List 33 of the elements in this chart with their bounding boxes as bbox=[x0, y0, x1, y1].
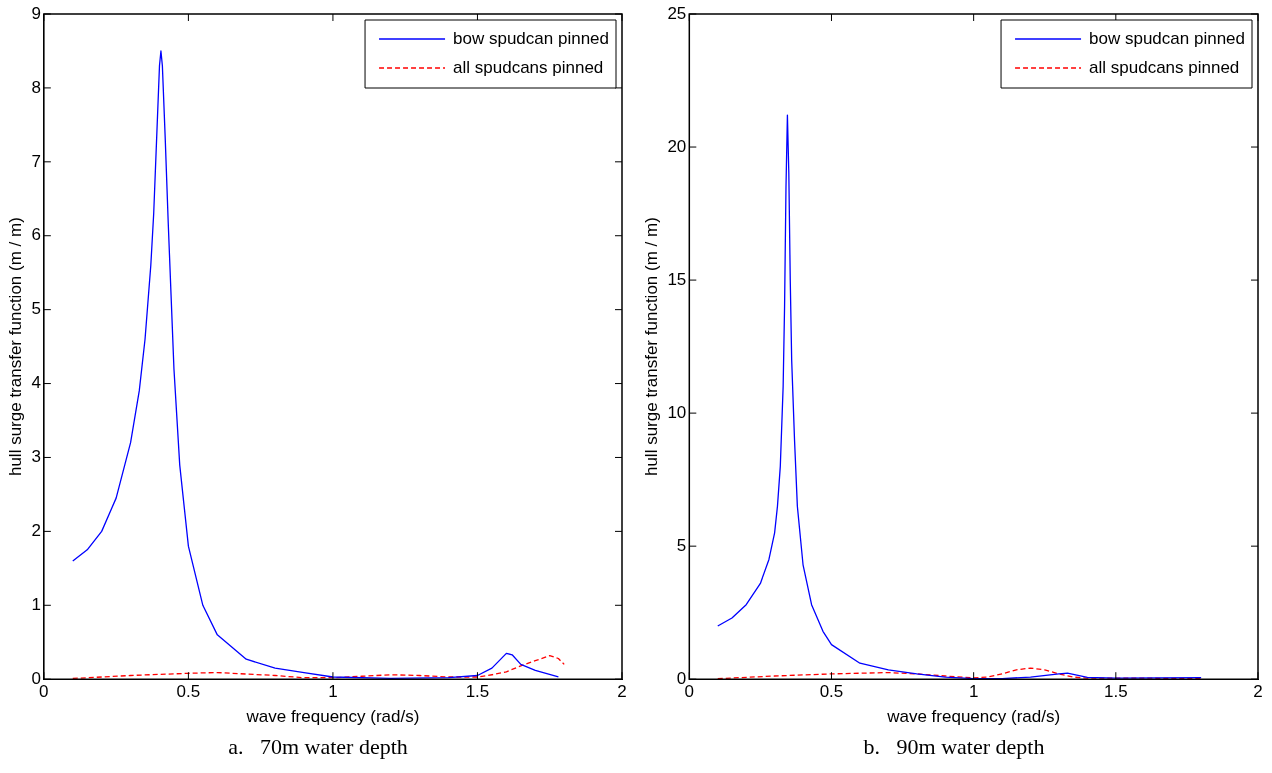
legend-label: bow spudcan pinned bbox=[1089, 28, 1246, 48]
y-tick-label: 0 bbox=[31, 668, 41, 688]
y-axis-title: hull surge transfer function (m / m) bbox=[641, 217, 661, 477]
x-tick-label: 1 bbox=[968, 682, 979, 702]
y-tick-label: 9 bbox=[31, 3, 41, 23]
x-tick-label: 1 bbox=[328, 682, 338, 702]
y-tick-label: 3 bbox=[31, 447, 41, 467]
y-tick-label: 25 bbox=[667, 3, 687, 23]
y-tick-label: 2 bbox=[31, 521, 41, 541]
y-tick-label: 5 bbox=[676, 535, 687, 555]
x-tick-label: 2 bbox=[617, 682, 627, 702]
y-tick-label: 8 bbox=[31, 77, 41, 97]
x-axis-title: wave frequency (rad/s) bbox=[886, 707, 1061, 727]
y-tick-label: 7 bbox=[31, 151, 41, 171]
x-tick-label: 2 bbox=[1253, 682, 1263, 702]
y-axis-title: hull surge transfer function (m / m) bbox=[5, 217, 25, 477]
y-tick-label: 4 bbox=[31, 373, 41, 393]
text: b. 90m water depth bbox=[862, 734, 1046, 760]
legend-label: bow spudcan pinned bbox=[453, 28, 610, 48]
x-tick-label: 0.5 bbox=[176, 682, 201, 702]
x-tick-label: 1.5 bbox=[465, 682, 490, 702]
x-tick-label: 0.5 bbox=[819, 682, 844, 702]
y-tick-label: 10 bbox=[667, 402, 687, 422]
x-axis-title: wave frequency (rad/s) bbox=[245, 707, 420, 727]
x-tick-label: 1.5 bbox=[1104, 682, 1128, 702]
y-tick-label: 20 bbox=[667, 136, 687, 156]
y-tick-label: 6 bbox=[31, 225, 41, 245]
legend-label: all spudcans pinned bbox=[1089, 57, 1240, 77]
y-tick-label: 15 bbox=[667, 269, 687, 289]
y-tick-label: 5 bbox=[31, 299, 41, 319]
y-tick-label: 1 bbox=[31, 594, 41, 614]
legend-label: all spudcans pinned bbox=[453, 57, 604, 77]
text: a. 70m water depth bbox=[227, 734, 409, 760]
